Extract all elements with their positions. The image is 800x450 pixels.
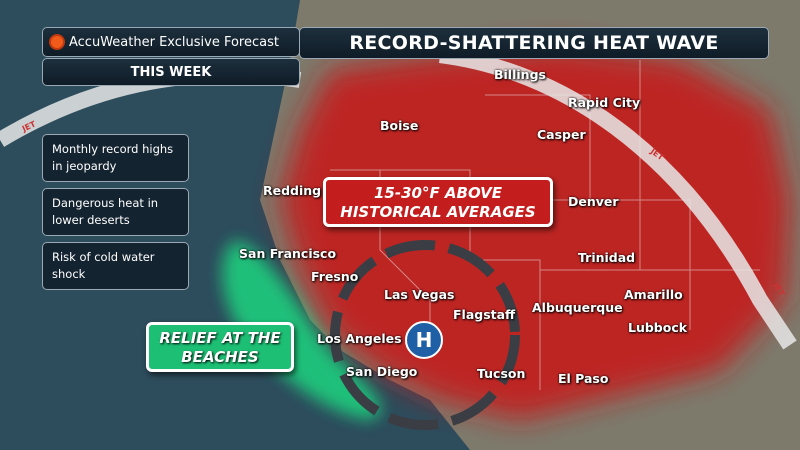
heat-callout-line1: 15-30°F ABOVE <box>373 184 503 202</box>
city-label: Los Angeles <box>317 331 402 346</box>
heat-callout: 15-30°F ABOVE HISTORICAL AVERAGES <box>323 177 553 227</box>
period-label: THIS WEEK <box>42 58 300 86</box>
city-label: Billings <box>494 67 546 82</box>
relief-callout-line1: RELIEF AT THE <box>159 329 281 347</box>
city-label: San Diego <box>346 364 418 379</box>
city-label: Amarillo <box>624 287 683 302</box>
city-label: Flagstaff <box>453 307 516 322</box>
city-label: Trinidad <box>578 250 636 265</box>
city-label: Las Vegas <box>384 287 455 302</box>
relief-callout-line2: BEACHES <box>181 348 259 366</box>
accuweather-sun-icon <box>51 36 63 48</box>
city-label: Denver <box>568 194 619 209</box>
city-label: San Francisco <box>239 246 337 261</box>
heat-area <box>280 45 790 420</box>
city-label: El Paso <box>558 371 609 386</box>
city-label: Casper <box>537 127 586 142</box>
city-label: Fresno <box>311 269 359 284</box>
city-label: Rapid City <box>568 95 641 110</box>
brand-panel: AccuWeather Exclusive Forecast <box>42 27 300 57</box>
headline: RECORD-SHATTERING HEAT WAVE <box>299 27 769 59</box>
city-label: Boise <box>380 118 419 133</box>
heat-callout-line2: HISTORICAL AVERAGES <box>340 203 536 221</box>
circulation-arrows <box>330 240 520 430</box>
bullet-cold-water: Risk of cold water shock <box>42 242 189 290</box>
high-pressure-icon: H <box>405 321 443 359</box>
relief-callout: RELIEF AT THE BEACHES <box>146 322 294 372</box>
city-label: Tucson <box>477 366 526 381</box>
city-label: Redding <box>263 183 322 198</box>
city-label: Albuquerque <box>532 300 623 315</box>
city-label: Lubbock <box>628 320 688 335</box>
relief-area <box>222 240 381 420</box>
bullet-desert-heat: Dangerous heat in lower deserts <box>42 188 189 236</box>
brand-text: AccuWeather Exclusive Forecast <box>69 34 279 50</box>
bullet-record-highs: Monthly record highs in jeopardy <box>42 134 189 182</box>
